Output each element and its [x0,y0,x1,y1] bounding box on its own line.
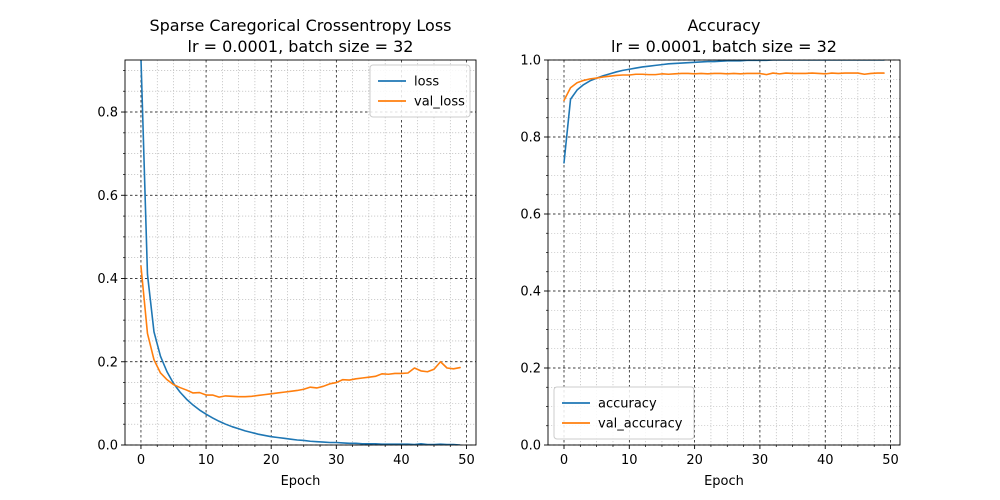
y-tick-label: 0.8 [520,131,541,146]
x-tick-label: 40 [817,453,834,468]
chart-title: Sparse Caregorical Crossentropy Loss [149,16,451,35]
y-axis: 0.0 0.2 0.4 0.6 0.8 [97,70,125,454]
y-tick-label: 0.4 [97,272,118,287]
x-axis: 0 10 20 30 40 50 Epoch [560,445,899,489]
x-axis: 0 10 20 30 40 50 Epoch [137,445,475,489]
y-tick-label: 1.0 [520,54,541,69]
x-tick-label: 0 [560,453,568,468]
y-tick-label: 0.2 [520,362,541,377]
minor-grid [125,60,476,445]
series-lines [140,60,461,445]
accuracy-chart: 0 10 20 30 40 50 Epoch 0.0 0.2 0.4 0.6 0.8 1.0 Accura… [520,16,901,489]
x-tick-label: 50 [458,453,475,468]
series-line-val-accuracy [563,72,885,102]
legend: accuracy val_accuracy [553,386,695,440]
y-tick-label: 0.4 [520,285,541,300]
x-tick-label: 30 [328,453,345,468]
major-grid [125,60,476,446]
x-tick-label: 50 [882,453,899,468]
legend-label-accuracy: accuracy [598,397,657,412]
legend: loss val_loss [369,64,471,118]
x-tick-label: 40 [393,453,410,468]
x-tick-label: 10 [198,453,215,468]
chart-title: Accuracy [687,16,760,35]
y-tick-label: 0.2 [97,355,118,370]
plot-frame [124,59,477,446]
y-tick-label: 0.6 [520,208,541,223]
minor-grid [548,60,900,445]
legend-box [369,64,471,118]
x-tick-label: 20 [263,453,280,468]
legend-label-val-accuracy: val_accuracy [598,417,683,432]
x-axis-label: Epoch [281,474,321,489]
y-tick-label: 0.6 [97,189,118,204]
y-tick-label: 0.8 [97,106,118,121]
x-tick-label: 30 [752,453,769,468]
series-line-val-loss [140,265,461,398]
chart-subtitle: lr = 0.0001, batch size = 32 [611,37,837,56]
series-lines [563,60,885,164]
loss-chart: 0 10 20 30 40 50 Epoch 0.0 0.2 0.4 0.6 0.8 Sparse Ca… [97,16,477,489]
y-tick-label: 0.0 [97,439,118,454]
y-axis: 0.0 0.2 0.4 0.6 0.8 1.0 [520,54,548,454]
chart-subtitle: lr = 0.0001, batch size = 32 [188,37,414,56]
legend-label-val-loss: val_loss [414,95,465,110]
x-tick-label: 20 [686,453,703,468]
legend-label-loss: loss [414,75,439,90]
series-line-loss [140,60,461,445]
series-line-accuracy [563,60,885,164]
legend-box [553,386,695,440]
y-tick-label: 0.0 [520,439,541,454]
x-tick-label: 10 [621,453,638,468]
x-tick-label: 0 [137,453,145,468]
x-axis-label: Epoch [704,474,744,489]
